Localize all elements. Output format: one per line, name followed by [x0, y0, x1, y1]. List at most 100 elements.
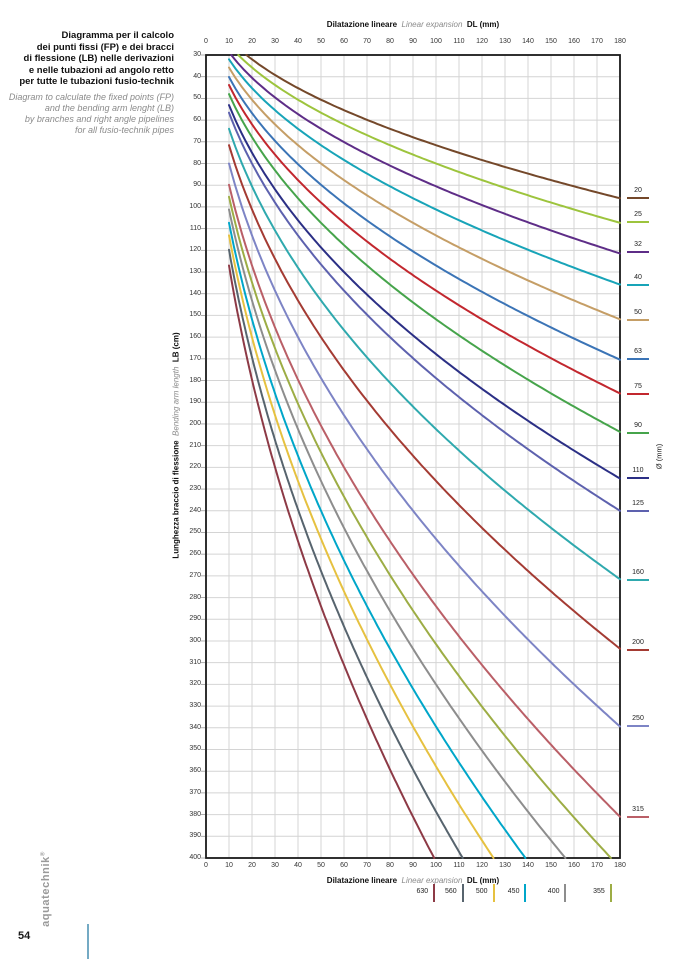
- x-tick-label-top: 70: [363, 38, 371, 45]
- legend-label-diameter-355: 355: [593, 888, 605, 895]
- y-tick-label: 310: [189, 658, 201, 666]
- y-tick-label: 140: [189, 289, 201, 297]
- y-tick-label: 250: [189, 528, 201, 536]
- x-axis-title-top: Dilatazione lineare Linear expansion DL …: [206, 20, 620, 29]
- y-tick-label: 30: [193, 51, 201, 58]
- x-tick-label-bottom: 100: [430, 862, 442, 869]
- x-tick-label-bottom: 70: [363, 862, 371, 869]
- legend-swatch-diameter-450: [524, 884, 527, 902]
- title-line-italian: di flessione (LB) nelle derivazioni: [23, 53, 174, 65]
- y-tick-label: 210: [189, 441, 201, 449]
- y-tick-label: 130: [189, 268, 201, 276]
- legend-label-diameter-32: 32: [634, 241, 642, 249]
- y-tick-label: 40: [193, 72, 201, 80]
- curve-diameter-250: [228, 162, 621, 728]
- title-line-italian: per tutte le tubazioni fusio-technik: [19, 76, 174, 88]
- legend-swatch-diameter-125: [627, 509, 649, 512]
- chart-title-italian: Diagramma per il calcolo dei punti fissi …: [0, 30, 174, 88]
- legend-label-diameter-160: 160: [632, 569, 644, 577]
- legend-label-diameter-50: 50: [634, 308, 642, 316]
- title-line-english: by branches and right angle pipelines: [24, 114, 174, 124]
- curve-diameter-63: [228, 76, 621, 361]
- x-tick-label-bottom: 150: [545, 862, 557, 869]
- legend-swatch-diameter-40: [627, 284, 649, 287]
- y-tick-label: 190: [189, 398, 201, 406]
- legend-label-diameter-75: 75: [634, 382, 642, 390]
- legend-label-diameter-25: 25: [634, 211, 642, 219]
- x-tick-label-top: 60: [340, 38, 348, 45]
- title-line-italian: Diagramma per il calcolo: [61, 30, 174, 41]
- legend-swatch-diameter-160: [627, 579, 649, 582]
- y-tick-label: 110: [189, 224, 201, 232]
- y-tick-label: 120: [189, 246, 201, 254]
- legend-label-diameter-250: 250: [632, 714, 644, 722]
- curve-diameter-200: [228, 144, 621, 650]
- x-axis-title-bottom: Dilatazione lineare Linear expansion DL …: [206, 876, 620, 885]
- x-tick-label-top: 140: [522, 38, 534, 45]
- y-tick-label: 170: [189, 354, 201, 362]
- x-tick-label-top: 30: [271, 38, 279, 45]
- x-tick-label-bottom: 180: [614, 862, 626, 869]
- y-tick-label: 360: [189, 767, 201, 775]
- legend-label-diameter-500: 500: [475, 888, 488, 895]
- x-tick-label-bottom: 60: [340, 862, 348, 869]
- legend-swatch-diameter-25: [627, 221, 649, 224]
- y-tick-label: 70: [193, 137, 201, 145]
- legend-label-diameter-20: 20: [634, 187, 642, 195]
- x-axis-title-top-italian: Dilatazione lineare: [326, 20, 398, 29]
- legend-swatch-diameter-250: [627, 724, 649, 727]
- y-tick-label: 350: [189, 745, 201, 753]
- x-tick-label-bottom: 30: [271, 862, 279, 869]
- curve-diameter-500: [228, 234, 495, 859]
- x-tick-label-top: 100: [430, 38, 442, 45]
- legend-label-diameter-90: 90: [634, 421, 642, 429]
- x-tick-label-top: 180: [614, 38, 626, 45]
- legend-label-diameter-200: 200: [632, 638, 644, 646]
- legend-label-diameter-400: 400: [547, 888, 560, 895]
- legend-swatch-diameter-560: [461, 884, 464, 902]
- title-line-english: Diagram to calculate the fixed points (F…: [8, 92, 174, 102]
- y-tick-label: 90: [193, 181, 201, 189]
- legend-swatch-diameter-355: [609, 884, 612, 902]
- title-line-italian: e nelle tubazioni ad angolo retto: [28, 64, 174, 76]
- x-tick-label-bottom: 170: [591, 862, 603, 869]
- y-tick-label: 270: [189, 571, 201, 579]
- x-tick-label-bottom: 40: [294, 862, 302, 869]
- x-tick-label-bottom: 120: [476, 862, 488, 869]
- curve-diameter-90: [228, 93, 621, 433]
- x-axis-title-top-english: Linear expansion: [401, 20, 463, 29]
- curve-diameter-125: [228, 111, 621, 512]
- x-axis-title-top-unit: DL (mm): [466, 20, 500, 29]
- y-tick-label: 180: [189, 376, 201, 384]
- y-tick-label: 330: [189, 702, 201, 710]
- legend-label-diameter-110: 110: [632, 467, 644, 475]
- x-tick-label-top: 50: [317, 38, 325, 45]
- x-tick-label-top: 0: [204, 38, 208, 45]
- y-tick-label: 60: [193, 116, 201, 124]
- page-number-rule: [87, 924, 89, 959]
- curve-diameter-355: [228, 195, 612, 859]
- curve-diameter-560: [228, 248, 464, 859]
- curve-diameter-400: [228, 208, 567, 859]
- legend-label-diameter-63: 63: [634, 347, 642, 355]
- title-line-italian: dei punti fissi (FP) e dei bracci: [36, 41, 174, 53]
- brand-logo: aquatechnik®: [40, 851, 52, 927]
- x-tick-label-top: 120: [476, 38, 488, 45]
- x-tick-label-bottom: 160: [568, 862, 580, 869]
- y-tick-label: 230: [189, 485, 201, 493]
- legend-swatch-diameter-20: [627, 197, 649, 200]
- y-tick-label: 320: [189, 680, 201, 688]
- legend-swatch-diameter-630: [433, 884, 436, 902]
- x-axis-title-bottom-unit: DL (mm): [466, 876, 500, 885]
- y-tick-label: 400: [189, 854, 201, 861]
- curve-diameter-25: [237, 54, 621, 224]
- curve-diameter-315: [228, 183, 621, 818]
- x-tick-label-top: 10: [225, 38, 233, 45]
- legend-label-diameter-450: 450: [507, 888, 520, 895]
- y-tick-label: 100: [189, 202, 201, 210]
- legend-label-diameter-125: 125: [632, 499, 644, 507]
- legend-swatch-diameter-63: [627, 357, 649, 360]
- y-tick-label: 300: [189, 636, 201, 644]
- x-axis-title-bottom-italian: Dilatazione lineare: [326, 876, 398, 885]
- brand-registered-mark: ®: [40, 851, 47, 857]
